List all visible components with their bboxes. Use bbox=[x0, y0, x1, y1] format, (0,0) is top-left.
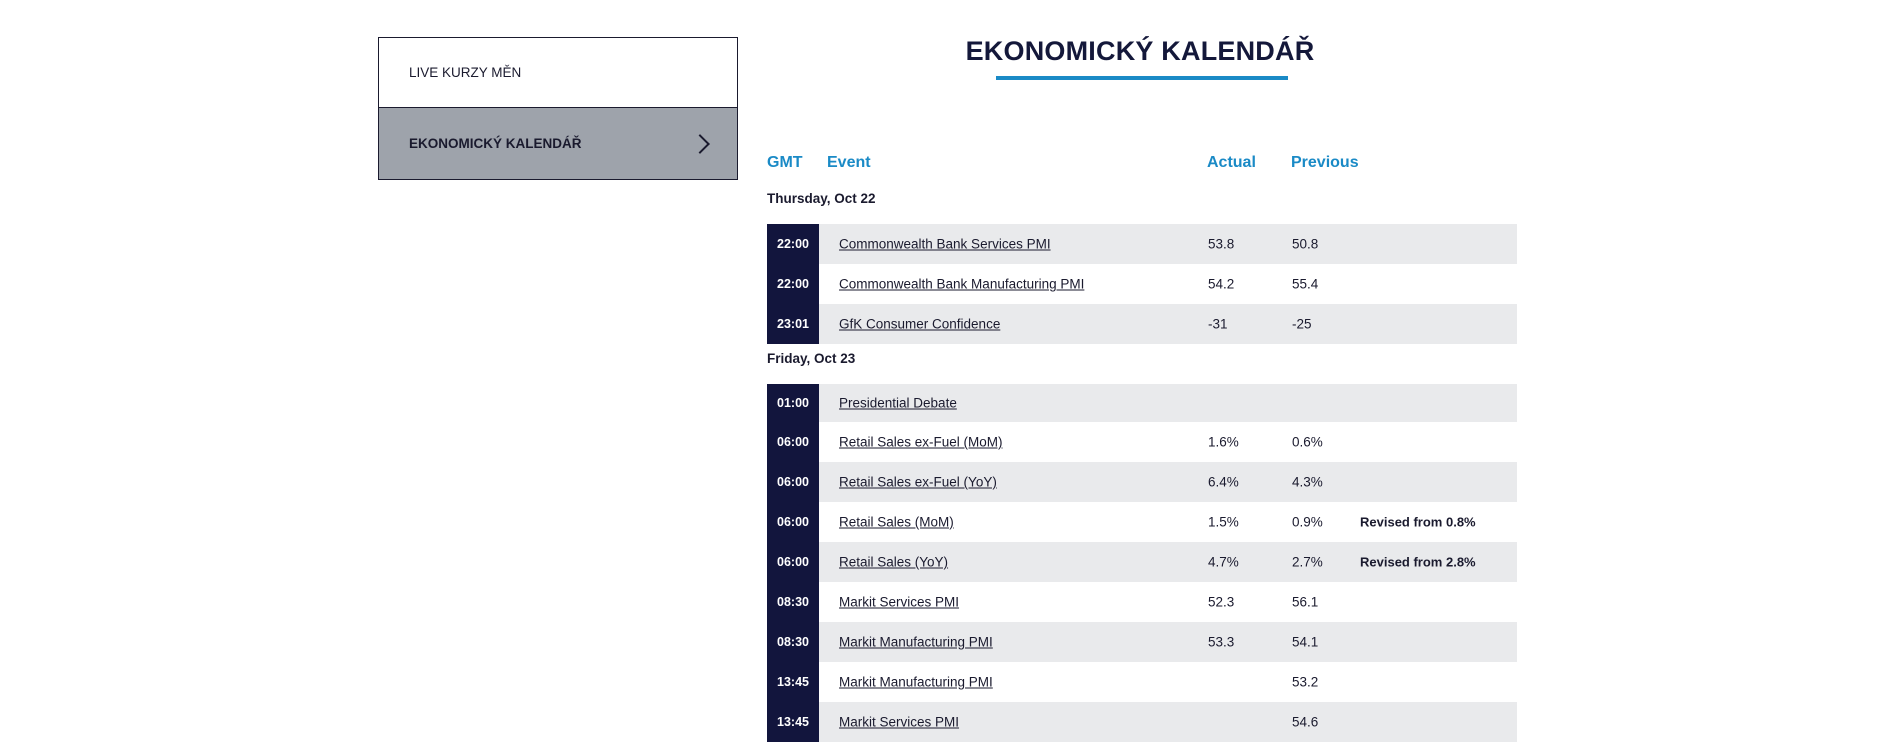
header-event: Event bbox=[827, 154, 871, 171]
event-time: 22:00 bbox=[767, 264, 819, 304]
table-row: 08:30 Markit Manufacturing PMI 53.3 54.1 bbox=[767, 622, 1517, 662]
event-link[interactable]: Retail Sales ex-Fuel (MoM) bbox=[839, 434, 1003, 450]
previous-value: 55.4 bbox=[1292, 276, 1319, 292]
event-time: 23:01 bbox=[767, 304, 819, 344]
table-header: GMT Event Actual Previous bbox=[767, 154, 1517, 184]
event-link[interactable]: Markit Services PMI bbox=[839, 714, 960, 730]
event-link[interactable]: Retail Sales (YoY) bbox=[839, 554, 949, 570]
header-gmt: GMT bbox=[767, 154, 803, 171]
table-row: 13:45 Markit Services PMI 54.6 bbox=[767, 702, 1517, 742]
table-row: 22:00 Commonwealth Bank Manufacturing PMI… bbox=[767, 264, 1517, 304]
previous-value: 50.8 bbox=[1292, 236, 1319, 252]
previous-value: 53.2 bbox=[1292, 674, 1319, 690]
sidebar-item-ekonomicky-kalendar[interactable]: EKONOMICKÝ KALENDÁŘ bbox=[379, 108, 737, 179]
event-time: 22:00 bbox=[767, 224, 819, 264]
sidebar-item-live-kurzy[interactable]: LIVE KURZY MĚN bbox=[379, 38, 737, 108]
event-time: 06:00 bbox=[767, 502, 819, 542]
table-row: 23:01 GfK Consumer Confidence -31 -25 bbox=[767, 304, 1517, 344]
page-title: EKONOMICKÝ KALENDÁŘ bbox=[965, 36, 1315, 66]
event-link[interactable]: Markit Services PMI bbox=[839, 594, 960, 610]
previous-value: 2.7% bbox=[1292, 554, 1323, 570]
previous-value: 54.1 bbox=[1292, 634, 1319, 650]
actual-value: 52.3 bbox=[1208, 594, 1235, 610]
chevron-right-icon bbox=[690, 133, 710, 154]
revision-note: Revised from 2.8% bbox=[1360, 554, 1476, 570]
event-link[interactable]: GfK Consumer Confidence bbox=[839, 316, 1001, 332]
title-underline bbox=[996, 76, 1288, 80]
previous-value: 4.3% bbox=[1292, 474, 1323, 490]
sidebar-item-label: LIVE KURZY MĚN bbox=[409, 65, 522, 80]
table-row: 06:00 Retail Sales ex-Fuel (MoM) 1.6% 0.6% bbox=[767, 422, 1517, 462]
revision-note: Revised from 0.8% bbox=[1360, 514, 1476, 530]
table-row: 08:30 Markit Services PMI 52.3 56.1 bbox=[767, 582, 1517, 622]
previous-value: 56.1 bbox=[1292, 594, 1319, 610]
actual-value: 1.5% bbox=[1208, 514, 1239, 530]
event-link[interactable]: Markit Manufacturing PMI bbox=[839, 674, 993, 690]
event-time: 13:45 bbox=[767, 702, 819, 742]
actual-value: 54.2 bbox=[1208, 276, 1235, 292]
table-row: 06:00 Retail Sales (MoM) 1.5% 0.9% Revised f… bbox=[767, 502, 1517, 542]
actual-value: 53.3 bbox=[1208, 634, 1235, 650]
sidebar: LIVE KURZY MĚN EKONOMICKÝ KALENDÁŘ bbox=[378, 37, 738, 180]
previous-value: -25 bbox=[1292, 316, 1312, 332]
event-link[interactable]: Commonwealth Bank Services PMI bbox=[839, 236, 1051, 252]
event-time: 06:00 bbox=[767, 462, 819, 502]
event-link[interactable]: Retail Sales ex-Fuel (YoY) bbox=[839, 474, 997, 490]
day-label: Thursday, Oct 22 bbox=[767, 191, 876, 206]
event-link[interactable]: Retail Sales (MoM) bbox=[839, 514, 954, 530]
event-link[interactable]: Markit Manufacturing PMI bbox=[839, 634, 993, 650]
actual-value: 6.4% bbox=[1208, 474, 1239, 490]
event-link[interactable]: Presidential Debate bbox=[839, 395, 957, 411]
table-row: 13:45 Markit Manufacturing PMI 53.2 bbox=[767, 662, 1517, 702]
event-link[interactable]: Commonwealth Bank Manufacturing PMI bbox=[839, 276, 1085, 292]
actual-value: -31 bbox=[1208, 316, 1228, 332]
event-time: 08:30 bbox=[767, 582, 819, 622]
event-time: 01:00 bbox=[767, 384, 819, 422]
sidebar-item-label: EKONOMICKÝ KALENDÁŘ bbox=[409, 136, 582, 151]
actual-value: 53.8 bbox=[1208, 236, 1235, 252]
previous-value: 54.6 bbox=[1292, 714, 1319, 730]
event-time: 08:30 bbox=[767, 622, 819, 662]
actual-value: 4.7% bbox=[1208, 554, 1239, 570]
header-actual: Actual bbox=[1207, 154, 1256, 171]
event-time: 06:00 bbox=[767, 542, 819, 582]
table-row: 01:00 Presidential Debate bbox=[767, 384, 1517, 422]
actual-value: 1.6% bbox=[1208, 434, 1239, 450]
table-row: 06:00 Retail Sales ex-Fuel (YoY) 6.4% 4.3% bbox=[767, 462, 1517, 502]
previous-value: 0.6% bbox=[1292, 434, 1323, 450]
previous-value: 0.9% bbox=[1292, 514, 1323, 530]
table-row: 22:00 Commonwealth Bank Services PMI 53.8 5… bbox=[767, 224, 1517, 264]
economic-calendar-table: GMT Event Actual Previous Thursday, Oct … bbox=[767, 154, 1517, 742]
day-label: Friday, Oct 23 bbox=[767, 351, 856, 366]
table-row: 06:00 Retail Sales (YoY) 4.7% 2.7% Revised f… bbox=[767, 542, 1517, 582]
header-previous: Previous bbox=[1291, 154, 1359, 171]
event-time: 06:00 bbox=[767, 422, 819, 462]
calendar-days: Thursday, Oct 22 22:00 Commonwealth Bank S… bbox=[767, 184, 1517, 742]
event-time: 13:45 bbox=[767, 662, 819, 702]
